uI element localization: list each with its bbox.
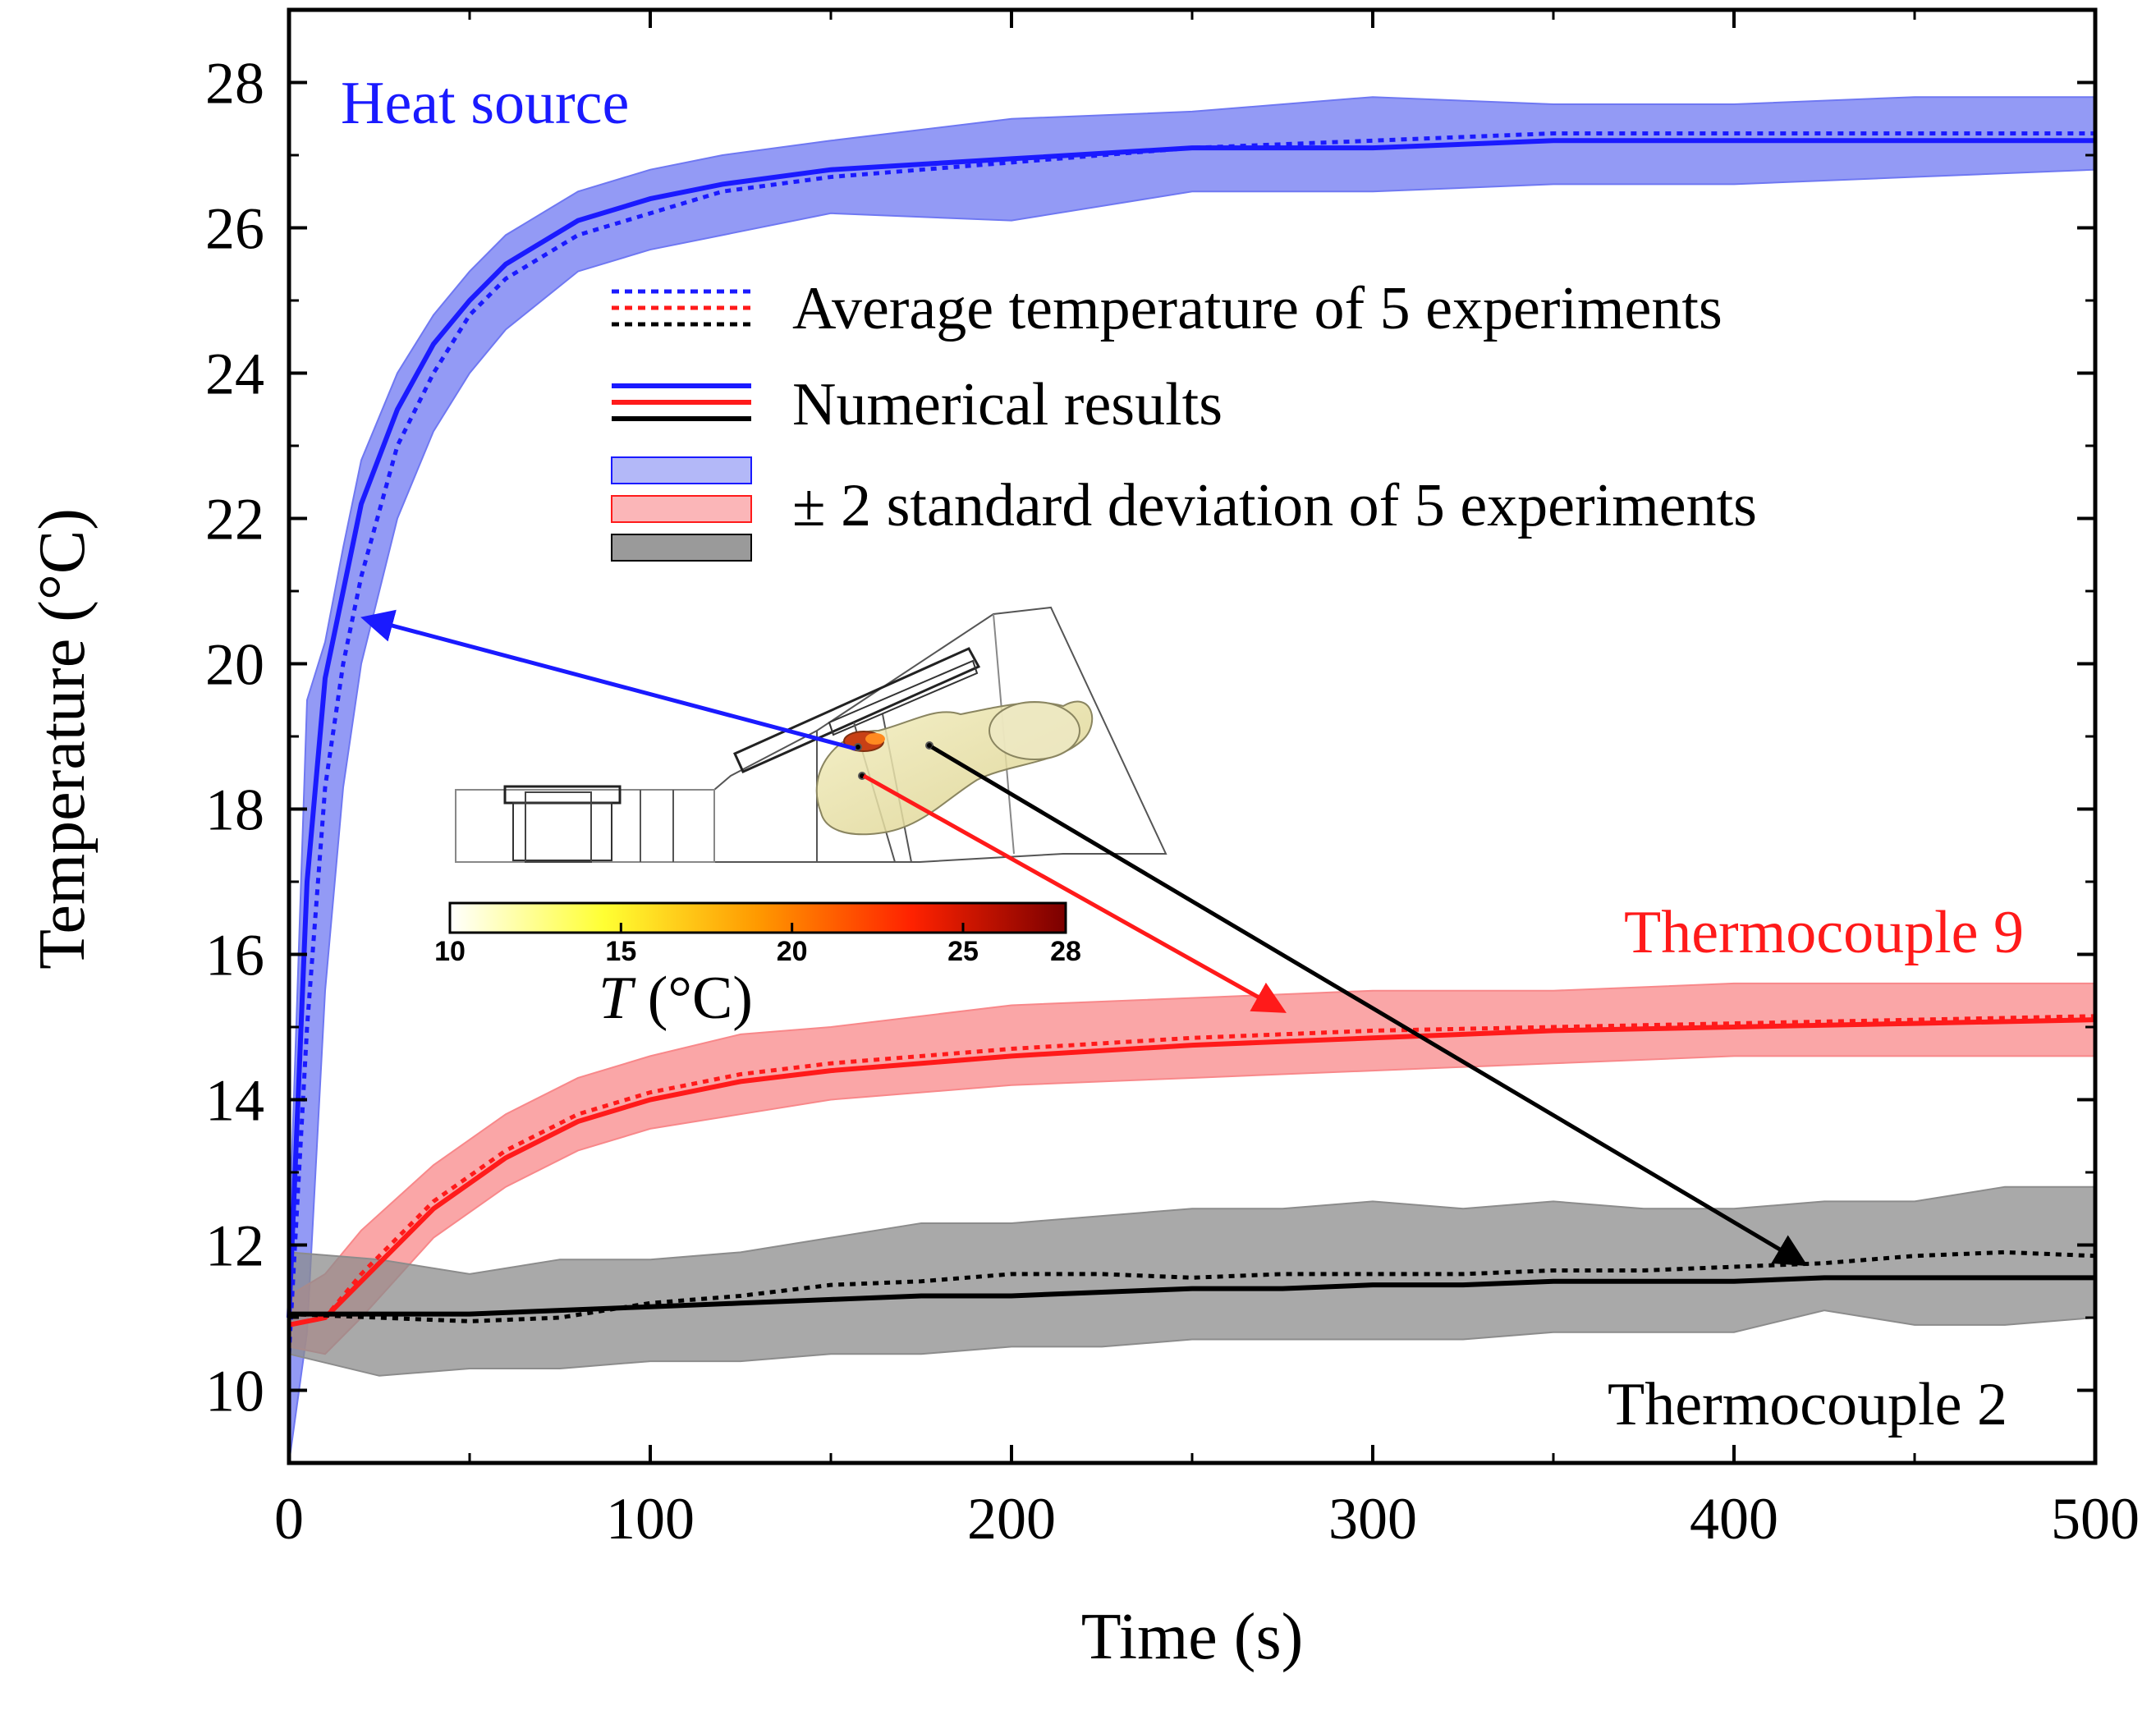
- heat-source-numerical-line: [287, 138, 2095, 1318]
- y-tick-label: 28: [205, 51, 264, 117]
- thermocouple-9-arrow: [862, 773, 1287, 1013]
- legend-swatch-average: [612, 289, 751, 327]
- x-tick-label: 500: [2051, 1486, 2140, 1552]
- colorbar-tick-label: 10: [434, 936, 466, 967]
- legend-swatch-numerical: [612, 383, 751, 421]
- colorbar-tick-label: 28: [1050, 936, 1081, 967]
- colorbar: 10 15 20 25 28 T (°C): [434, 901, 1081, 1032]
- y-tick-label: 12: [205, 1213, 264, 1279]
- x-tick-label: 400: [1690, 1486, 1778, 1552]
- y-tick-label: 18: [205, 777, 264, 843]
- y-tick-label: 26: [205, 196, 264, 262]
- colorbar-rect: [448, 901, 1067, 934]
- y-tick-label: 20: [205, 632, 264, 698]
- legend-label-average: Average temperature of 5 experiments: [792, 275, 1723, 342]
- legend-label-std: ± 2 standard deviation of 5 experiments: [792, 472, 1757, 539]
- y-tick-label: 10: [205, 1359, 264, 1424]
- colorbar-tick-label: 25: [947, 936, 979, 967]
- y-tick-label: 16: [205, 923, 264, 988]
- thermocouple-9-numerical-line: [288, 1017, 2096, 1328]
- axis-ticks: [287, 8, 2097, 1465]
- y-tick-label: 22: [205, 487, 264, 553]
- colorbar-ticks: 10 15 20 25 28: [434, 923, 1081, 967]
- x-tick-label: 200: [967, 1486, 1056, 1552]
- y-tick-label: 24: [205, 342, 264, 407]
- x-tick-label: 300: [1328, 1486, 1417, 1552]
- thermocouple-9-average-line: [288, 1014, 2096, 1328]
- inset-geometry: [455, 606, 1167, 863]
- x-tick-label: 0: [274, 1486, 304, 1552]
- x-tick-label: 100: [606, 1486, 695, 1552]
- thermocouple-9-label: Thermocouple 9: [1624, 899, 2024, 966]
- colorbar-tick-label: 15: [605, 936, 636, 967]
- x-axis-title: Time (s): [1081, 1601, 1303, 1673]
- colorbar-title: T (°C): [599, 965, 753, 1032]
- thermocouple-2-label: Thermocouple 2: [1608, 1371, 2007, 1438]
- legend-label-numerical: Numerical results: [792, 371, 1222, 438]
- legend-swatch-std: [611, 456, 752, 562]
- y-axis-title: Temperature (°C): [26, 508, 99, 970]
- y-tick-label: 14: [205, 1068, 264, 1134]
- colorbar-tick-label: 20: [777, 936, 808, 967]
- legend: Average temperature of 5 experiments Num…: [611, 275, 1757, 562]
- heat-source-label: Heat source: [341, 70, 629, 137]
- axis-tick-labels: 0 100 200 300 400 500 10 12 14 16 18 20 22 24 26 28: [205, 51, 2140, 1552]
- thermocouple-2-std-band: [288, 1185, 2096, 1377]
- thermocouple-2-arrow: [930, 745, 1808, 1267]
- thermocouple-2-numerical-line: [289, 1275, 2095, 1317]
- heat-source-arrow: [360, 609, 856, 751]
